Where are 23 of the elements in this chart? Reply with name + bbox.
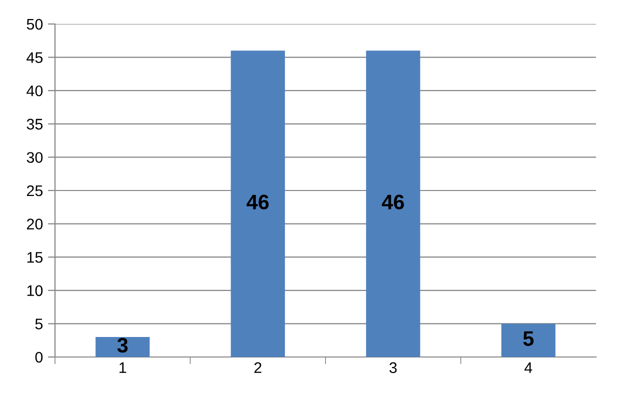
y-tick-label: 45 <box>26 52 43 63</box>
y-tick-label: 5 <box>35 318 43 330</box>
y-tick-label: 10 <box>27 285 43 296</box>
y-tick-label: 50 <box>26 18 43 30</box>
x-tick-label: 4 <box>524 362 532 373</box>
bar <box>96 337 150 357</box>
y-tick-label: 15 <box>27 252 43 263</box>
y-tick-label: 25 <box>26 185 43 196</box>
y-tick-label: 35 <box>26 118 43 130</box>
y-tick-label: 40 <box>26 85 43 96</box>
data-label: 5 <box>523 331 534 346</box>
data-label: 46 <box>246 194 269 210</box>
bar <box>366 50 420 357</box>
y-tick-label: 20 <box>26 218 43 230</box>
y-tick-label: 30 <box>26 152 43 163</box>
bar <box>230 50 285 357</box>
x-tick-label: 1 <box>120 362 126 373</box>
x-tick-label: 3 <box>389 362 397 374</box>
bar <box>501 324 556 357</box>
y-tick-label: 0 <box>35 352 43 363</box>
data-label: 3 <box>117 338 128 353</box>
x-tick-label: 2 <box>254 362 262 373</box>
data-label: 46 <box>382 194 404 210</box>
